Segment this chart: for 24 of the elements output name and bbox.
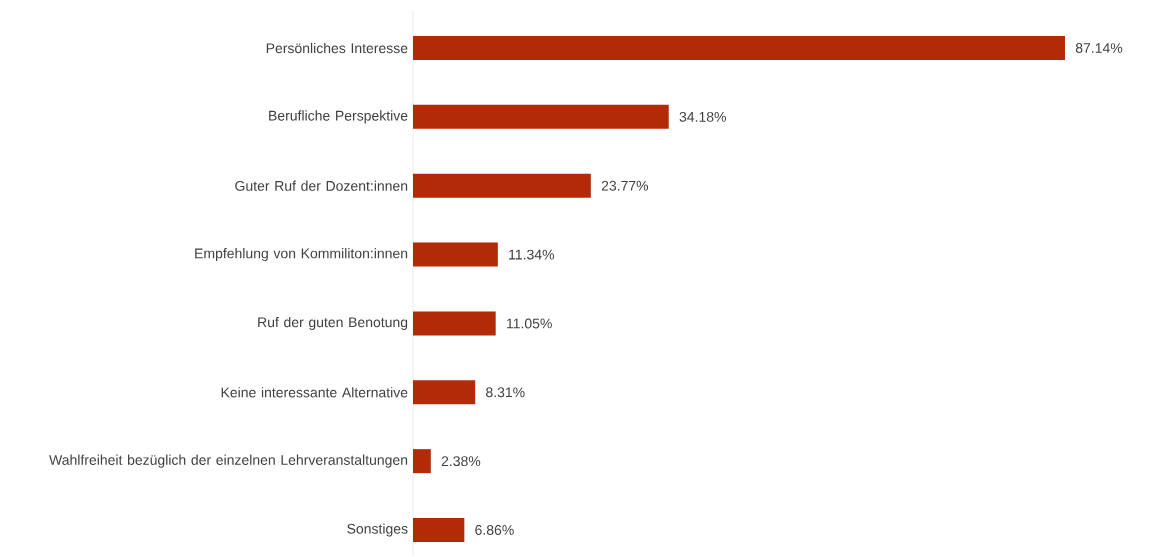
- y-tick-label: Ruf der guten Benotung: [258, 316, 408, 330]
- data-label: 6.86%: [475, 525, 514, 535]
- bar: [413, 311, 496, 336]
- data-label: 87.14%: [1075, 43, 1123, 53]
- y-tick-label: Wahlfreiheit bezüglich der einzelnen Lehrveranstaltungen: [49, 454, 408, 468]
- y-tick-label: Persönliches Interesse: [266, 42, 408, 54]
- bar: [413, 518, 465, 542]
- bar: [413, 449, 431, 474]
- bar: [413, 173, 591, 198]
- bar: [413, 36, 1065, 61]
- y-tick-label: Empfehlung von Kommiliton:innen: [195, 248, 408, 262]
- bar: [413, 104, 669, 129]
- y-tick-label: Berufliche Perspektive: [269, 110, 408, 124]
- data-label: 11.34%: [509, 249, 555, 260]
- data-label: 34.18%: [679, 111, 726, 122]
- data-label: 2.38%: [441, 456, 481, 467]
- bar: [413, 380, 476, 405]
- y-tick-label: Guter Ruf der Dozent:innen: [235, 180, 408, 191]
- bar: [413, 242, 498, 267]
- y-tick-label: Sonstiges: [347, 523, 408, 537]
- data-label: 11.05%: [507, 318, 552, 329]
- y-tick-label: Keine interessante Alternative: [221, 387, 408, 398]
- data-label: 8.31%: [486, 387, 525, 398]
- data-label: 23.77%: [601, 180, 649, 191]
